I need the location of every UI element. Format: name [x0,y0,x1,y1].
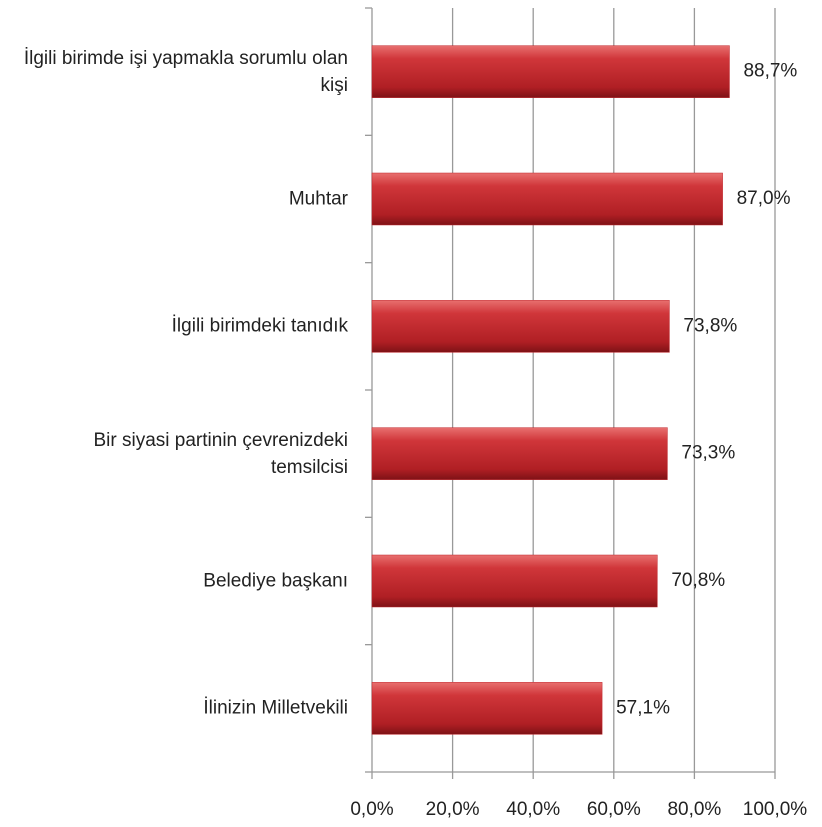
x-tick-label: 20,0% [426,799,480,820]
x-tick-label: 100,0% [743,799,808,820]
category-label: İlgili birimde işi yapmakla sorumlu olan… [23,47,348,96]
category-label: İlgili birimdeki tanıdık [171,315,348,337]
x-tick-label: 60,0% [587,799,641,820]
x-tick-label: 40,0% [506,799,560,820]
bar [371,427,668,480]
bar [371,300,670,353]
value-label: 73,3% [681,443,735,464]
value-label: 57,1% [616,697,670,718]
bar [371,45,730,98]
bar [371,682,603,735]
bar [371,554,658,608]
x-tick-label: 0,0% [350,799,393,820]
x-tick-label: 80,0% [667,799,721,820]
category-label: Belediye başkanı [203,570,348,592]
value-label: 70,8% [671,570,725,591]
bar [371,172,723,226]
category-label: Bir siyasi partinin çevrenizdeki temsilc… [93,429,349,478]
category-label: İlinizin Milletvekili [203,697,348,719]
value-label: 88,7% [743,61,797,82]
category-label: Muhtar [288,188,348,210]
value-label: 73,8% [683,315,737,336]
value-label: 87,0% [737,188,791,209]
